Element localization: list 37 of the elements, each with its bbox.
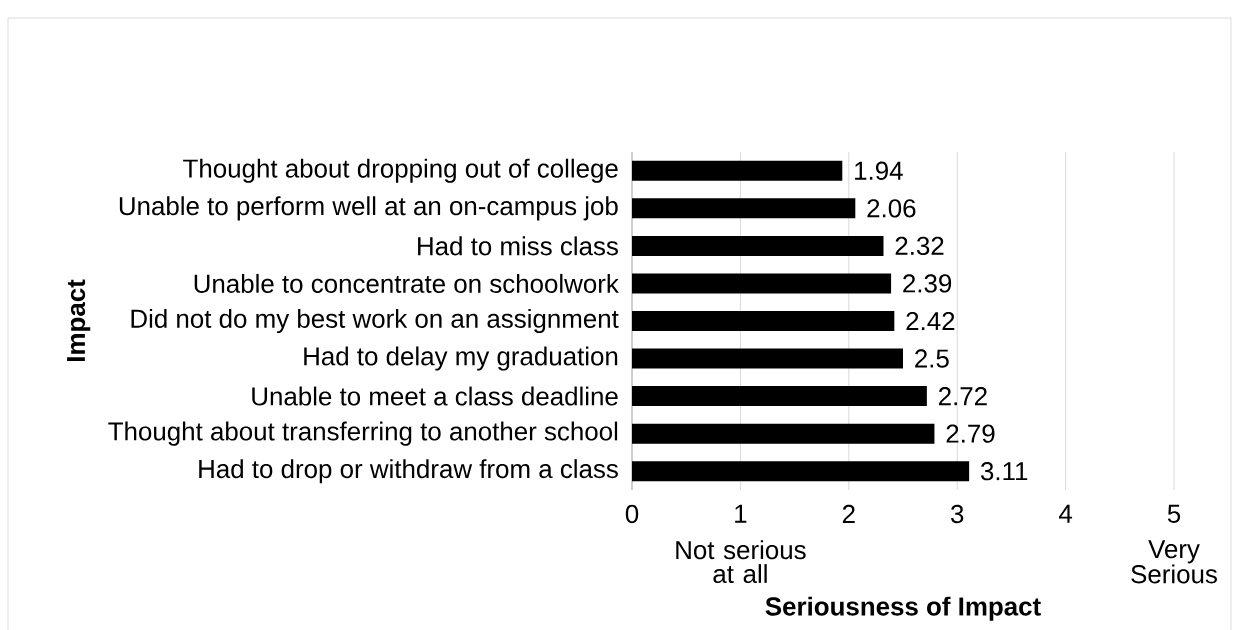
bar [632, 423, 935, 444]
x-tick-label: 3 [950, 504, 964, 524]
bar [632, 198, 856, 219]
data-label: 1.94 [855, 161, 903, 180]
y-tick-label: Unable to meet a class deadline [252, 386, 618, 406]
y-tick-label: Thought about transferring to another school [108, 421, 618, 446]
y-tick-label: Had to miss class [418, 236, 618, 256]
y-axis-title: Impact [67, 279, 91, 361]
x-tick-label: 1 [735, 504, 747, 523]
bar [632, 235, 884, 256]
text: Not serious at all [676, 540, 806, 584]
bar [632, 310, 895, 331]
y-tick-label: Unable to concentrate on schoolwork [194, 273, 619, 293]
data-label: 2.39 [903, 274, 952, 293]
y-tick-label: Had to drop or withdraw from a class [199, 459, 618, 484]
x-tick-label: 4 [1058, 504, 1073, 523]
data-label: 2.32 [895, 236, 944, 256]
bar [632, 160, 843, 181]
bar [632, 386, 927, 407]
data-label: 2.42 [906, 311, 955, 331]
data-label: 2.72 [938, 387, 987, 406]
y-tick-label: Had to delay my graduation [304, 346, 618, 371]
bar [632, 461, 970, 482]
text: Very Serious [1131, 540, 1217, 584]
data-label: 2.06 [867, 199, 916, 218]
data-label: 3.11 [980, 462, 1028, 481]
x-tick-label: 2 [842, 504, 855, 523]
x-axis-title: Seriousness of Impact [765, 596, 1041, 621]
bar [632, 348, 903, 369]
y-tick-label: Unable to perform well at an on-campus job [119, 196, 618, 221]
bar [632, 273, 892, 294]
y-tick-label: Did not do my best work on an assignment [131, 308, 619, 334]
y-tick-label: Thought about dropping out of college [183, 158, 618, 183]
x-tick-label: 5 [1167, 504, 1181, 523]
x-tick-label: 0 [625, 504, 639, 524]
data-label: 2.79 [946, 424, 995, 443]
data-label: 2.5 [915, 349, 949, 368]
